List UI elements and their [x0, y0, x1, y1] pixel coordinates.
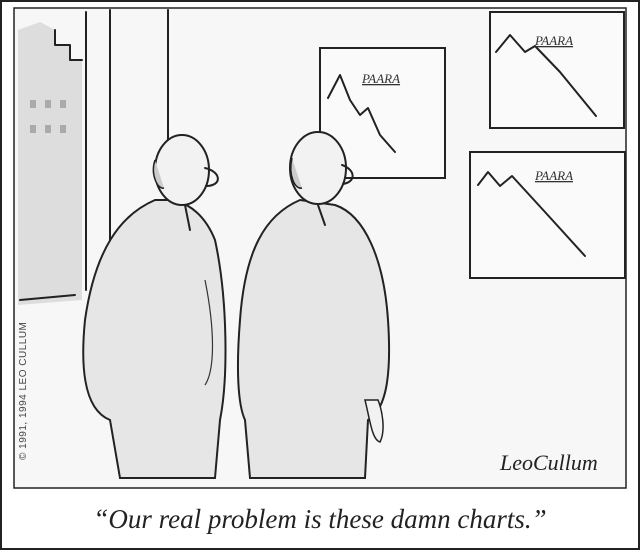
chart-label: PAARA — [534, 168, 573, 183]
copyright: © 1991, 1994 LEO CULLUM — [18, 322, 29, 460]
chart-label: PAARA — [361, 71, 400, 86]
wall-chart: PAARA — [490, 12, 624, 128]
cartoon: PAARA PAARA PAARA © 1991, 1994 LEO CULLU… — [0, 0, 640, 550]
caption: “Our real problem is these damn charts.” — [93, 504, 546, 534]
chart-label: PAARA — [534, 33, 573, 48]
wall-chart: PAARA — [470, 152, 625, 278]
signature: LeoCullum — [499, 450, 598, 475]
